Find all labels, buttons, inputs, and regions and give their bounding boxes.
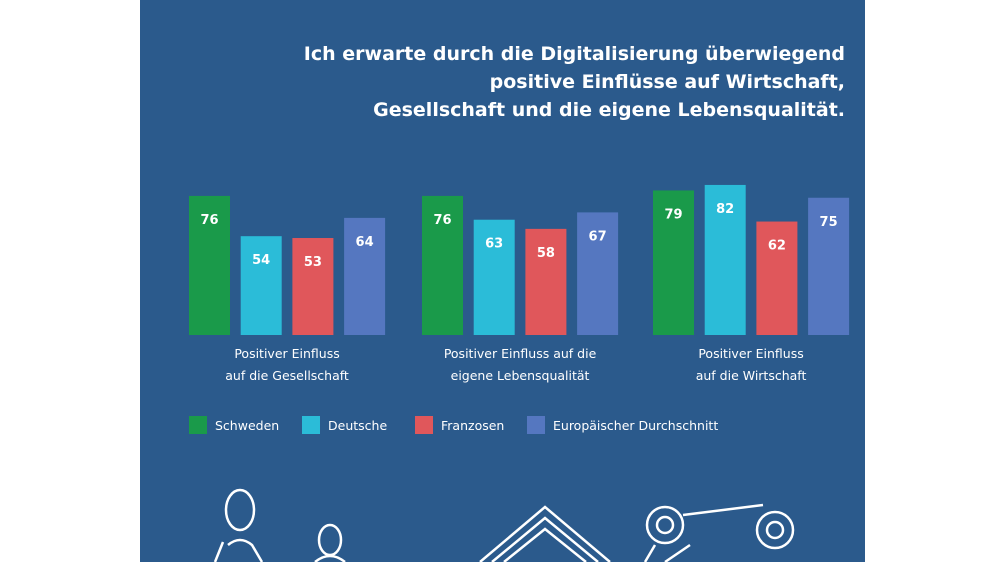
bar [292,238,334,335]
legend-label: Franzosen [441,418,504,433]
bar [704,184,746,335]
legend-swatch [189,416,207,434]
bar [808,197,850,335]
bar [653,190,694,335]
value-label: 76 [200,213,218,228]
bar [756,221,798,335]
category-label: auf die Gesellschaft [225,368,349,383]
value-label: 75 [820,215,838,230]
category-label: Positiver Einfluss [698,346,803,361]
value-label: 76 [433,213,451,228]
bar [189,195,230,335]
value-label: 79 [664,207,682,222]
value-label: 82 [716,202,734,217]
chart-title: Gesellschaft und die eigene Lebensqualit… [373,99,845,121]
bar [577,212,619,335]
bar [422,195,463,335]
value-label: 67 [589,229,607,244]
bar [473,219,515,335]
category-label: Positiver Einfluss auf die [444,346,597,361]
value-label: 62 [768,239,786,254]
value-label: 53 [304,255,322,270]
value-label: 64 [356,235,374,250]
value-label: 54 [252,253,270,268]
value-label: 58 [537,246,555,261]
legend-label: Europäischer Durchschnitt [553,418,718,433]
value-label: 63 [485,237,503,252]
bar [525,228,567,335]
bar [240,236,282,335]
icons [213,488,795,564]
chart-title: Ich erwarte durch die Digitalisierung üb… [304,43,845,65]
category-label: eigene Lebensqualität [451,368,590,383]
category-label: Positiver Einfluss [234,346,339,361]
bar [344,217,386,335]
legend-label: Deutsche [328,418,387,433]
legend-swatch [415,416,433,434]
chart-title: positive Einflüsse auf Wirtschaft, [490,71,845,93]
legend-label: Schweden [215,418,279,433]
legend-swatch [302,416,320,434]
category-label: auf die Wirtschaft [696,368,807,383]
legend-swatch [527,416,545,434]
